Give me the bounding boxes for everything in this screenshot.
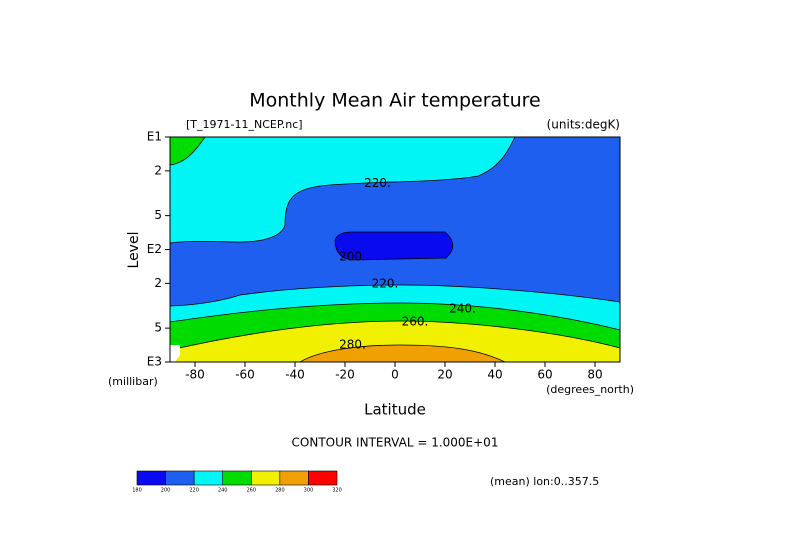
contour-label: 280.: [339, 337, 366, 351]
y-tick-label: 5: [154, 208, 162, 222]
contour-interval: CONTOUR INTERVAL = 1.000E+01: [292, 436, 499, 450]
x-tick-label: -60: [235, 368, 255, 382]
x-tick-label: 20: [437, 368, 452, 382]
contour-label: 220.: [372, 277, 399, 291]
x-units: (degrees_north): [546, 383, 634, 396]
contour-region: [334, 231, 454, 261]
colorbar-label: 240: [218, 488, 228, 494]
colorbar-label: 200: [161, 488, 171, 494]
x-tick-label: -20: [335, 368, 355, 382]
x-tick-label: -40: [285, 368, 305, 382]
x-tick-label: -80: [185, 368, 205, 382]
contour-region: [169, 136, 621, 307]
y-tick-label: 2: [154, 276, 162, 290]
colorbar-label: 220: [189, 488, 199, 494]
contour-region: [169, 320, 621, 363]
colorbar-box: [308, 470, 338, 486]
missing-data: [170, 345, 180, 362]
colorbar-label: 300: [304, 488, 314, 494]
contour-label: 240.: [449, 302, 476, 316]
colorbar-box: [250, 470, 281, 486]
contour-label: 260.: [402, 315, 429, 329]
colorbar-box: [165, 470, 195, 486]
y-units: (millibar): [108, 375, 158, 388]
y-tick-label: E2: [147, 242, 162, 256]
y-tick-label: 2: [154, 163, 162, 177]
units-label: (units:degK): [547, 118, 620, 132]
contour-region: [298, 344, 506, 363]
colorbar-box: [222, 470, 252, 486]
colorbar-label: 320: [332, 488, 342, 494]
x-tick-label: 0: [391, 368, 399, 382]
colorbar-label: 180: [132, 488, 142, 494]
y-axis-label: Level: [126, 232, 142, 269]
annotation: (mean) lon:0..357.5: [490, 475, 599, 488]
x-tick-label: 80: [587, 368, 602, 382]
y-tick-label: 5: [154, 321, 162, 335]
x-tick-label: 60: [537, 368, 552, 382]
subtitle: [T_1971-11_NCEP.nc]: [186, 118, 303, 131]
y-tick-label: E3: [147, 355, 162, 369]
contour-label: 220.: [364, 176, 391, 190]
colorbar-box: [193, 470, 224, 486]
colorbar-box: [279, 470, 309, 486]
colorbar-label: 260: [247, 488, 257, 494]
chart-title: Monthly Mean Air temperature: [249, 90, 540, 112]
x-tick-label: 40: [487, 368, 502, 382]
colorbar-box: [136, 470, 166, 486]
contour-label: 200.: [339, 250, 366, 264]
y-tick-label: E1: [147, 130, 162, 144]
x-axis-label: Latitude: [364, 401, 426, 419]
colorbar-label: 280: [275, 488, 285, 494]
